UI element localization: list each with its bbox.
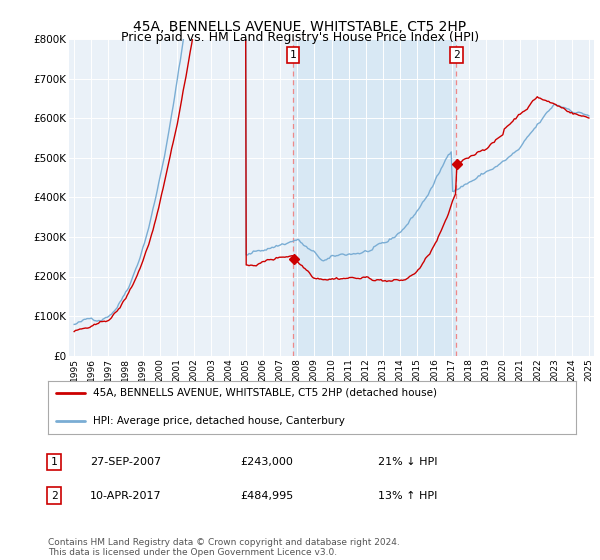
Text: 2: 2 — [453, 50, 460, 60]
Text: 45A, BENNELLS AVENUE, WHITSTABLE, CT5 2HP (detached house): 45A, BENNELLS AVENUE, WHITSTABLE, CT5 2H… — [93, 388, 437, 398]
Text: 1: 1 — [50, 457, 58, 467]
Text: 1: 1 — [290, 50, 296, 60]
Text: 10-APR-2017: 10-APR-2017 — [90, 491, 161, 501]
Text: 21% ↓ HPI: 21% ↓ HPI — [378, 457, 437, 467]
Text: Price paid vs. HM Land Registry's House Price Index (HPI): Price paid vs. HM Land Registry's House … — [121, 31, 479, 44]
Text: Contains HM Land Registry data © Crown copyright and database right 2024.
This d: Contains HM Land Registry data © Crown c… — [48, 538, 400, 557]
Text: HPI: Average price, detached house, Canterbury: HPI: Average price, detached house, Cant… — [93, 416, 345, 426]
Text: 13% ↑ HPI: 13% ↑ HPI — [378, 491, 437, 501]
Text: 45A, BENNELLS AVENUE, WHITSTABLE, CT5 2HP: 45A, BENNELLS AVENUE, WHITSTABLE, CT5 2H… — [133, 20, 467, 34]
Text: £484,995: £484,995 — [240, 491, 293, 501]
Text: 2: 2 — [50, 491, 58, 501]
Bar — [293, 39, 457, 356]
Text: 27-SEP-2007: 27-SEP-2007 — [90, 457, 161, 467]
Text: £243,000: £243,000 — [240, 457, 293, 467]
